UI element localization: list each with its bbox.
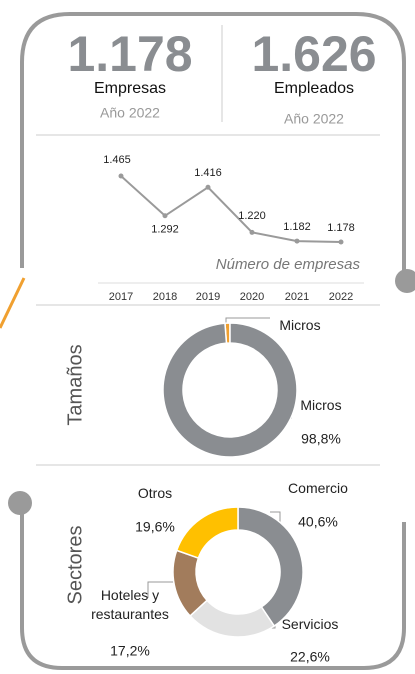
kpi-label: Empresas — [94, 80, 166, 97]
category-label: Micros — [279, 317, 321, 333]
value-label: 40,6% — [298, 514, 338, 530]
data-label: 1.182 — [283, 221, 311, 233]
point — [338, 239, 344, 245]
category-label: Servicios — [281, 616, 339, 632]
point — [118, 173, 124, 179]
kpi-label: Empleados — [274, 80, 354, 97]
value-label: 19,6% — [135, 519, 175, 535]
data-label: 1.416 — [194, 167, 222, 179]
donut-segment — [175, 506, 239, 559]
data-label: 1.465 — [103, 154, 131, 166]
donut-segment — [162, 322, 298, 458]
category-label: Hoteles y restaurantes — [91, 587, 169, 622]
line-series — [120, 175, 342, 243]
donut-segment — [189, 599, 276, 638]
kpi-value: 1.178 — [67, 26, 192, 82]
frame — [20, 12, 406, 670]
data-label: 1.178 — [327, 222, 355, 234]
kpi-value: 1.626 — [251, 26, 376, 82]
x-tick-label: 2018 — [153, 291, 177, 303]
series-label: Número de empresas — [216, 256, 361, 273]
value-label: 17,2% — [110, 643, 150, 659]
data-label: 1.220 — [238, 210, 266, 222]
data-label: 1.292 — [151, 224, 179, 236]
point — [162, 213, 168, 219]
x-tick-label: 2019 — [196, 291, 220, 303]
section-title: Sectores — [64, 526, 86, 605]
value-label: 22,6% — [290, 649, 330, 665]
value-label: 98,8% — [301, 431, 341, 447]
x-tick-label: 2017 — [109, 291, 133, 303]
kpi-year: Año 2022 — [284, 111, 344, 127]
section-title: Tamaños — [64, 344, 86, 425]
category-label: Comercio — [288, 480, 348, 496]
x-tick-label: 2020 — [240, 291, 264, 303]
category-label: Micros — [300, 397, 342, 413]
category-label: Micros — [279, 317, 321, 333]
point — [249, 229, 255, 235]
point — [205, 184, 211, 190]
category-label: Comercio — [288, 480, 348, 496]
x-tick-label: 2021 — [285, 291, 309, 303]
point — [294, 238, 300, 244]
accent-line — [0, 277, 26, 329]
decor-dot — [395, 269, 415, 293]
donut-segment — [237, 506, 304, 628]
category-label: Servicios — [281, 616, 339, 632]
category-label: Otros — [137, 485, 173, 501]
category-label: Otros — [137, 485, 173, 501]
kpi-year: Año 2022 — [100, 105, 160, 121]
category-label: Micros — [300, 397, 342, 413]
decor-dot — [8, 491, 32, 515]
category-label: Hoteles y restaurantes — [91, 587, 169, 622]
x-tick-label: 2022 — [329, 291, 353, 303]
